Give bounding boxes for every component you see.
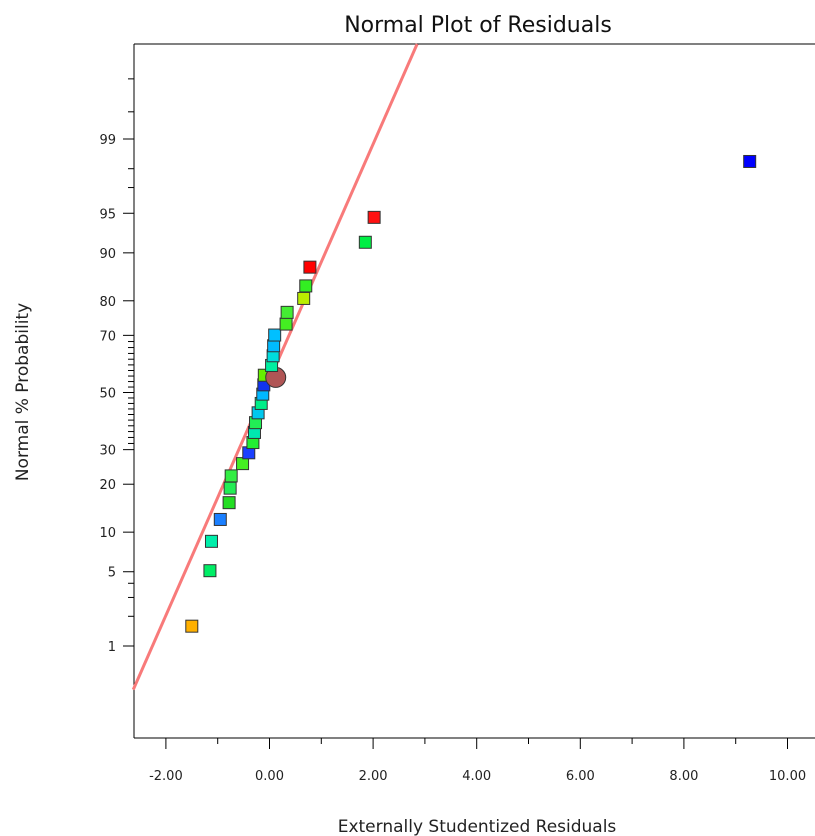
x-tick-label: 2.00	[359, 769, 388, 784]
y-tick-label: 5	[108, 566, 116, 581]
data-point	[204, 534, 218, 548]
y-tick-label: 99	[99, 133, 116, 148]
y-tick-label: 90	[99, 247, 116, 262]
chart-title: Normal Plot of Residuals	[344, 13, 612, 38]
data-point	[203, 564, 217, 578]
y-tick-label: 10	[99, 526, 116, 541]
y-tick-label: 1	[108, 640, 116, 655]
x-tick-label: 4.00	[462, 769, 491, 784]
y-tick-label: 95	[99, 207, 116, 222]
data-point	[185, 619, 199, 633]
y-tick-label: 20	[99, 478, 116, 493]
x-tick-label: -2.00	[149, 769, 183, 784]
data-point	[279, 317, 293, 331]
x-tick-label: 10.00	[769, 769, 806, 784]
data-points	[185, 154, 757, 633]
data-point	[299, 279, 313, 293]
data-point	[743, 154, 757, 168]
y-minor-ticks	[128, 78, 134, 617]
data-point	[358, 235, 372, 249]
data-point	[222, 496, 236, 510]
y-tick-label: 30	[99, 444, 116, 459]
data-point	[224, 469, 238, 483]
y-tick-label: 70	[99, 329, 116, 344]
data-point	[303, 260, 317, 274]
data-point	[280, 305, 294, 319]
data-point	[267, 339, 281, 353]
data-point	[268, 328, 282, 342]
data-point	[213, 512, 227, 526]
y-ticks: 1 5 10 20 30 50 70 80 90 95 99	[99, 133, 134, 655]
x-axis-title: Externally Studentized Residuals	[338, 817, 617, 836]
data-point	[297, 291, 311, 305]
y-tick-label: 80	[99, 295, 116, 310]
y-tick-label: 50	[99, 387, 116, 402]
x-tick-label: 0.00	[255, 769, 284, 784]
x-ticks: -2.00 0.00 2.00 4.00 6.00 8.00 10.00	[149, 738, 806, 784]
data-point	[236, 457, 250, 471]
data-point	[367, 210, 381, 224]
data-point	[223, 481, 237, 495]
x-tick-label: 6.00	[566, 769, 595, 784]
x-tick-label: 8.00	[669, 769, 698, 784]
y-axis-title: Normal % Probability	[13, 303, 33, 481]
